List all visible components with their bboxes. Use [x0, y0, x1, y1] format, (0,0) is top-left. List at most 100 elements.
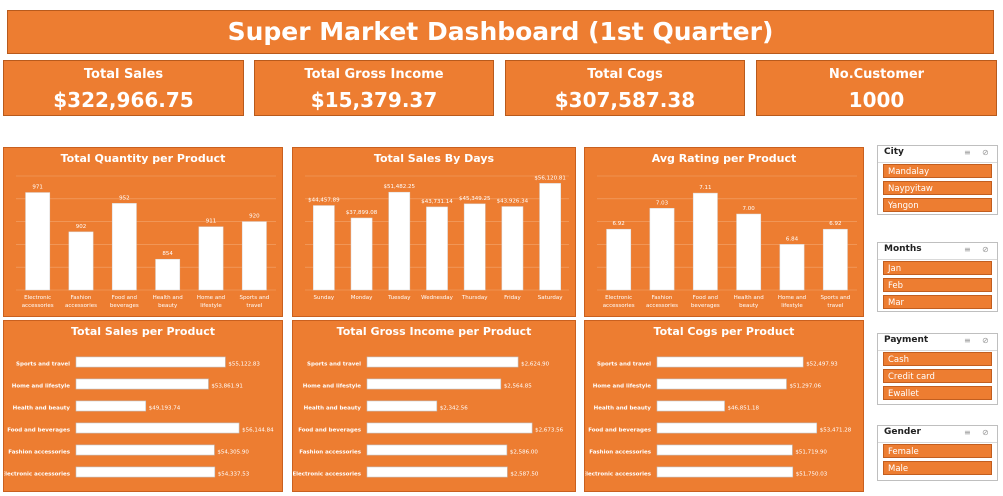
- chart-avg-rating-per-product[interactable]: Avg Rating per Product 6.92 Electronic acc…: [584, 147, 864, 317]
- tick-label: Wednesday: [421, 295, 454, 301]
- data-label: 920: [249, 214, 260, 220]
- kpi-value: $322,966.75: [53, 88, 194, 112]
- slicer-item-cash[interactable]: Cash: [883, 352, 992, 366]
- category-label: Home and lifestyle: [12, 384, 71, 390]
- data-label: $51,750.03: [796, 472, 828, 478]
- tick-label: Friday: [504, 295, 521, 301]
- tick-label: Fashion: [71, 295, 92, 301]
- clear-filter-icon[interactable]: ⊘: [982, 148, 989, 157]
- slicer-item-male[interactable]: Male: [883, 461, 992, 475]
- kpi-value: 1000: [848, 88, 905, 112]
- data-label: $51,297.06: [789, 384, 821, 390]
- tick-label: beauty: [158, 303, 178, 309]
- slicer-item-yangon[interactable]: Yangon: [883, 198, 992, 212]
- clear-filter-icon[interactable]: ⊘: [982, 428, 989, 437]
- tick-label: Food and: [693, 295, 718, 301]
- chart-sales-by-days[interactable]: Total Sales By Days $44,457.89 Sunday $37,…: [292, 147, 576, 317]
- category-label: Food and beverages: [298, 428, 361, 434]
- data-label: $43,926.34: [497, 199, 529, 205]
- category-label: Sports and travel: [597, 362, 651, 368]
- bar-thursday: [463, 203, 486, 291]
- chart-gross-income-per-product[interactable]: Total Gross Income per Product $2,624.90…: [292, 320, 576, 492]
- tick-label: Food and: [112, 295, 137, 301]
- data-label: $55,122.83: [228, 362, 260, 368]
- bar-food-and-beverages: [366, 422, 533, 434]
- data-label: $45,349.25: [459, 196, 491, 202]
- bar-sunday: [313, 205, 335, 291]
- tick-label: Electronic: [24, 295, 51, 301]
- chart-svg: $44,457.89 Sunday $37,899.08 Monday $51,482.…: [305, 175, 569, 301]
- category-label: Fashion accessories: [8, 450, 70, 456]
- category-label: Health and beauty: [13, 406, 71, 412]
- tick-label: beverages: [691, 303, 720, 309]
- bar-saturday: [539, 183, 561, 291]
- data-label: $53,861.91: [211, 384, 243, 390]
- data-label: $56,120.81: [534, 175, 566, 181]
- clear-filter-icon[interactable]: ⊘: [982, 336, 989, 345]
- multi-select-icon[interactable]: ≡: [964, 245, 971, 254]
- data-label: 902: [76, 224, 87, 230]
- data-label: 952: [119, 195, 130, 201]
- multi-select-icon[interactable]: ≡: [964, 148, 971, 157]
- bar-friday: [501, 206, 524, 291]
- bar-wednesday: [426, 206, 448, 291]
- tick-label: Health and: [153, 295, 183, 301]
- kpi-total-cogs: Total Cogs $307,587.38: [505, 60, 745, 116]
- bar-sports-and-travel: [75, 356, 226, 368]
- clear-filter-icon[interactable]: ⊘: [982, 245, 989, 254]
- slicer-item-female[interactable]: Female: [883, 444, 992, 458]
- data-label: $2,342.56: [440, 406, 468, 412]
- category-label: Sports and travel: [16, 362, 70, 368]
- slicer-header: Months ≡ ⊘: [878, 243, 997, 260]
- chart-sales-per-product[interactable]: Total Sales per Product $55,122.83 Sports…: [3, 320, 283, 492]
- tick-label: Sports and: [820, 295, 850, 301]
- bar-fashion-accessories: [656, 444, 793, 456]
- chart-title: Total Sales per Product: [71, 325, 215, 338]
- data-label: $56,144.84: [242, 428, 274, 434]
- slicer-item-credit-card[interactable]: Credit card: [883, 369, 992, 383]
- data-label: $49,193.74: [149, 406, 181, 412]
- bar-tuesday: [388, 191, 411, 291]
- bar-health-and-beauty: [736, 213, 762, 291]
- chart-title: Total Gross Income per Product: [336, 325, 532, 338]
- dashboard-title-bar: Super Market Dashboard (1st Quarter): [7, 10, 994, 54]
- tick-label: Tuesday: [387, 295, 411, 301]
- bar-health-and-beauty: [656, 400, 725, 412]
- multi-select-icon[interactable]: ≡: [964, 336, 971, 345]
- data-label: $44,457.89: [308, 198, 340, 204]
- bar-sports-and-travel: [656, 356, 804, 368]
- data-label: $43,731.14: [421, 199, 453, 205]
- slicer-item-naypyitaw[interactable]: Naypyitaw: [883, 181, 992, 195]
- multi-select-icon[interactable]: ≡: [964, 428, 971, 437]
- slicer-item-jan[interactable]: Jan: [883, 261, 992, 275]
- chart-quantity-per-product[interactable]: Total Quantity per Product 971 Electronic…: [3, 147, 283, 317]
- tick-label: Thursday: [461, 295, 488, 301]
- bar-food-and-beverages: [111, 203, 137, 291]
- bar-fashion-accessories: [366, 444, 508, 456]
- category-label: Electronic accessories: [293, 472, 362, 478]
- slicer-item-mandalay[interactable]: Mandalay: [883, 164, 992, 178]
- kpi-label: No.Customer: [828, 67, 925, 82]
- chart-title: Total Cogs per Product: [653, 325, 795, 338]
- slicer-item-mar[interactable]: Mar: [883, 295, 992, 309]
- tick-label: accessories: [603, 303, 635, 309]
- tick-label: accessories: [646, 303, 678, 309]
- data-label: 911: [206, 219, 217, 225]
- slicer-gender: Gender ≡ ⊘ Female Male: [877, 425, 998, 481]
- slicer-payment: Payment ≡ ⊘ Cash Credit card Ewallet: [877, 333, 998, 405]
- bar-home-and-lifestyle: [75, 378, 209, 390]
- bar-electronic-accessories: [25, 192, 51, 291]
- kpi-label: Total Cogs: [587, 67, 663, 82]
- slicer-item-ewallet[interactable]: Ewallet: [883, 386, 992, 400]
- slicer-title: Gender: [884, 427, 921, 437]
- data-label: 6.92: [829, 221, 841, 227]
- bar-sports-and-travel: [366, 356, 519, 368]
- slicer-item-feb[interactable]: Feb: [883, 278, 992, 292]
- kpi-customers: No.Customer 1000: [756, 60, 997, 116]
- bar-home-and-lifestyle: [198, 226, 224, 291]
- chart-svg: 6.92 Electronic accessories 7.03 Fashion acce…: [597, 175, 857, 309]
- bar-home-and-lifestyle: [366, 378, 502, 390]
- tick-label: Home and: [778, 295, 806, 301]
- data-label: 854: [162, 251, 173, 257]
- chart-cogs-per-product[interactable]: Total Cogs per Product $52,497.93 Sports …: [584, 320, 864, 492]
